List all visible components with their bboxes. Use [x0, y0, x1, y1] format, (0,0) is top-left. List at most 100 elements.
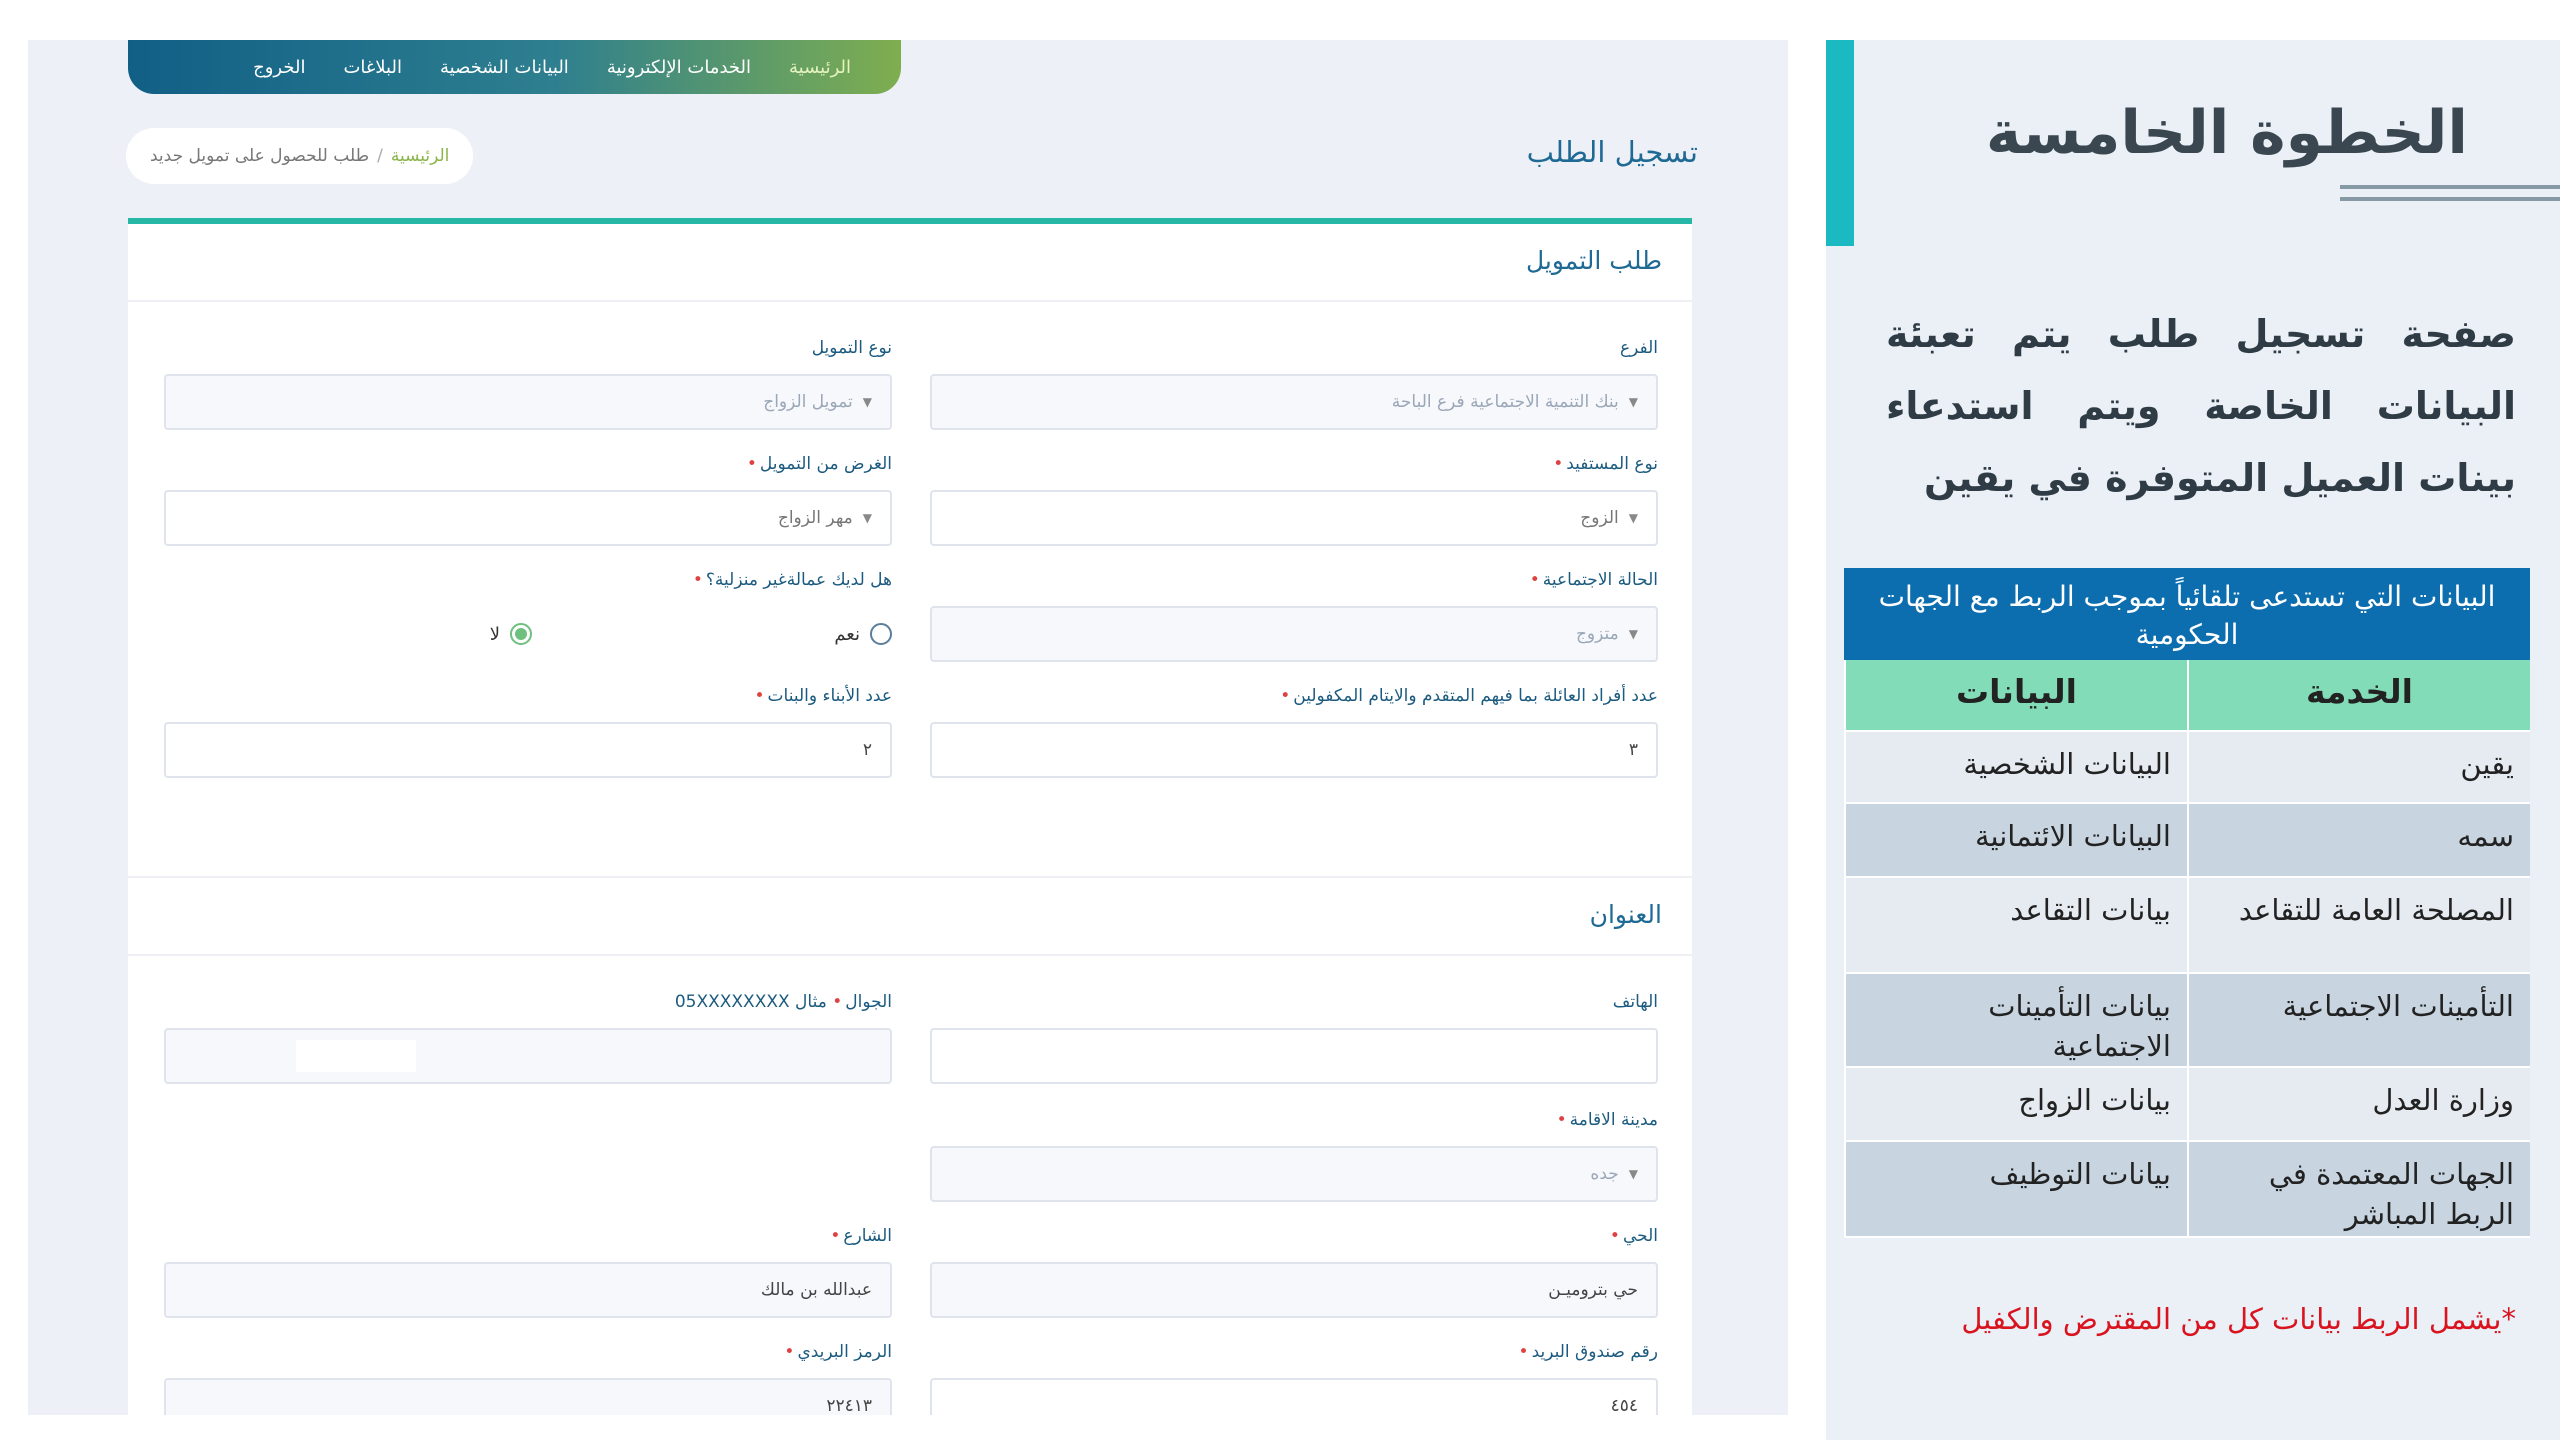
district-input[interactable]: حي بتروميـن — [930, 1262, 1658, 1318]
table-cell-service: وزارة العدل — [2187, 1068, 2530, 1140]
postal-code-input[interactable]: ٢٢٤١٣ — [164, 1378, 892, 1415]
radio-button-yes[interactable] — [870, 623, 892, 645]
decorative-line — [2340, 197, 2560, 201]
domestic-workers-label-text: هل لديك عمالةغير منزلية؟ — [705, 570, 892, 590]
table-header-service: الخدمة — [2187, 660, 2530, 730]
po-box-label: رقم صندوق البريد• — [1519, 1342, 1658, 1362]
nav-item-home[interactable]: الرئيسية — [789, 56, 851, 78]
children-count-label-text: عدد الأبناء والبنات — [767, 686, 892, 706]
city-select[interactable]: ▼ جده — [930, 1146, 1658, 1202]
required-marker: • — [832, 992, 843, 1012]
po-box-input[interactable]: ٤٥٤ — [930, 1378, 1658, 1415]
chevron-down-icon: ▼ — [1628, 1167, 1638, 1181]
po-box-label-text: رقم صندوق البريد — [1531, 1342, 1658, 1362]
postal-code-value: ٢٢٤١٣ — [826, 1396, 872, 1415]
section-divider — [128, 876, 1692, 878]
mobile-label: الجوال• مثال 05XXXXXXXX — [675, 992, 892, 1012]
required-marker: • — [1529, 570, 1540, 590]
explanation-panel: الخطوة الخامسة صفحة تسجيل طلب يتم تعبئة … — [1826, 40, 2560, 1440]
chevron-down-icon: ▼ — [1628, 627, 1638, 641]
section-divider — [128, 300, 1692, 302]
domestic-workers-label: هل لديك عمالةغير منزلية؟• — [693, 570, 892, 590]
po-box-field: رقم صندوق البريد• ٤٥٤ — [930, 1342, 1658, 1415]
mobile-input[interactable] — [164, 1028, 892, 1084]
table-row: التأمينات الاجتماعية بيانات التأمينات ال… — [1844, 974, 2530, 1068]
redacted-value-mask — [296, 1040, 416, 1072]
table-row: الجهات المعتمدة في الربط المباشر بيانات … — [1844, 1142, 2530, 1238]
financing-purpose-label: الغرض من التمويل• — [747, 454, 892, 474]
required-marker: • — [1518, 1342, 1529, 1362]
district-label: الحي• — [1610, 1226, 1658, 1246]
family-members-label-text: عدد أفراد العائلة بما فيهم المتقدم والاي… — [1293, 686, 1658, 706]
branch-field: الفرع ▼ بنك التنمية الاجتماعية فرع الباح… — [930, 338, 1658, 430]
accent-bar — [1826, 40, 1854, 246]
radio-option-no[interactable]: لا — [490, 623, 532, 645]
radio-button-no-selected[interactable] — [510, 623, 532, 645]
nav-item-eservices[interactable]: الخدمات الإلكترونية — [606, 56, 751, 78]
table-cell-data: بيانات الزواج — [1844, 1068, 2187, 1140]
phone-field: الهاتف — [930, 992, 1658, 1084]
beneficiary-type-field: نوع المستفيد• ▼ الزوج — [930, 454, 1658, 546]
street-field: الشارع• عبدالله بن مالك — [164, 1226, 892, 1318]
breadcrumb-current: طلب للحصول على تمويل جديد — [150, 146, 370, 166]
required-marker: • — [754, 686, 765, 706]
street-input[interactable]: عبدالله بن مالك — [164, 1262, 892, 1318]
beneficiary-type-value: الزوج — [1580, 508, 1619, 528]
section-title-address: العنوان — [1589, 900, 1662, 929]
radio-no-label: لا — [489, 623, 500, 645]
mobile-field: الجوال• مثال 05XXXXXXXX — [164, 992, 892, 1084]
breadcrumb: الرئيسية / طلب للحصول على تمويل جديد — [126, 128, 474, 184]
street-value: عبدالله بن مالك — [760, 1280, 872, 1300]
nav-item-logout[interactable]: الخروج — [253, 56, 306, 78]
marital-status-select[interactable]: ▼ متزوج — [930, 606, 1658, 662]
section-title-financing: طلب التمويل — [1525, 246, 1662, 275]
family-members-field: عدد أفراد العائلة بما فيهم المتقدم والاي… — [930, 686, 1658, 778]
marital-status-field: الحالة الاجتماعية• ▼ متزوج — [930, 570, 1658, 662]
required-marker: • — [1609, 1226, 1620, 1246]
phone-label: الهاتف — [1612, 992, 1658, 1012]
branch-select[interactable]: ▼ بنك التنمية الاجتماعية فرع الباحة — [930, 374, 1658, 430]
section-divider — [128, 954, 1692, 956]
district-label-text: الحي — [1622, 1226, 1658, 1246]
radio-option-yes[interactable]: نعم — [834, 623, 892, 645]
chevron-down-icon: ▼ — [1628, 511, 1638, 525]
step-title: الخطوة الخامسة — [1985, 98, 2468, 168]
beneficiary-type-select[interactable]: ▼ الزوج — [930, 490, 1658, 546]
po-box-value: ٤٥٤ — [1610, 1396, 1638, 1415]
breadcrumb-home-link[interactable]: الرئيسية — [390, 146, 450, 166]
postal-code-label: الرمز البريدي• — [784, 1342, 892, 1362]
street-label-text: الشارع — [843, 1226, 892, 1246]
footnote: *يشمل الربط بيانات كل من المقترض والكفيل — [1961, 1302, 2516, 1336]
children-count-field: عدد الأبناء والبنات• ٢ — [164, 686, 892, 778]
required-marker: • — [746, 454, 757, 474]
decorative-line — [2340, 185, 2560, 189]
required-marker: • — [1280, 686, 1291, 706]
postal-code-field: الرمز البريدي• ٢٢٤١٣ — [164, 1342, 892, 1415]
financing-purpose-select[interactable]: ▼ مهر الزواج — [164, 490, 892, 546]
branch-label: الفرع — [1619, 338, 1658, 358]
financing-purpose-field: الغرض من التمويل• ▼ مهر الزواج — [164, 454, 892, 546]
city-label: مدينة الاقامة• — [1557, 1110, 1658, 1130]
nav-item-personal-data[interactable]: البيانات الشخصية — [439, 56, 569, 78]
top-navigation: الرئيسية الخدمات الإلكترونية البيانات ال… — [128, 40, 901, 94]
breadcrumb-separator: / — [377, 146, 383, 166]
table-cell-data: البيانات الشخصية — [1844, 732, 2187, 802]
financing-type-value: تمويل الزواج — [763, 392, 853, 412]
table-cell-service: الجهات المعتمدة في الربط المباشر — [2187, 1142, 2530, 1236]
nav-item-reports[interactable]: البلاغات — [343, 56, 402, 78]
family-members-input[interactable]: ٣ — [930, 722, 1658, 778]
city-value: جده — [1590, 1164, 1619, 1184]
table-row: يقين البيانات الشخصية — [1844, 732, 2530, 804]
children-count-input[interactable]: ٢ — [164, 722, 892, 778]
children-count-label: عدد الأبناء والبنات• — [755, 686, 893, 706]
financing-purpose-label-text: الغرض من التمويل — [759, 454, 892, 474]
required-marker: • — [830, 1226, 841, 1246]
family-members-label: عدد أفراد العائلة بما فيهم المتقدم والاي… — [1280, 686, 1658, 706]
financing-type-select[interactable]: ▼ تمويل الزواج — [164, 374, 892, 430]
chevron-down-icon: ▼ — [862, 395, 872, 409]
phone-input[interactable] — [930, 1028, 1658, 1084]
mobile-label-text: الجوال — [845, 992, 892, 1012]
table-cell-service: سمه — [2187, 804, 2530, 876]
chevron-down-icon: ▼ — [862, 511, 872, 525]
financing-purpose-value: مهر الزواج — [777, 508, 853, 528]
